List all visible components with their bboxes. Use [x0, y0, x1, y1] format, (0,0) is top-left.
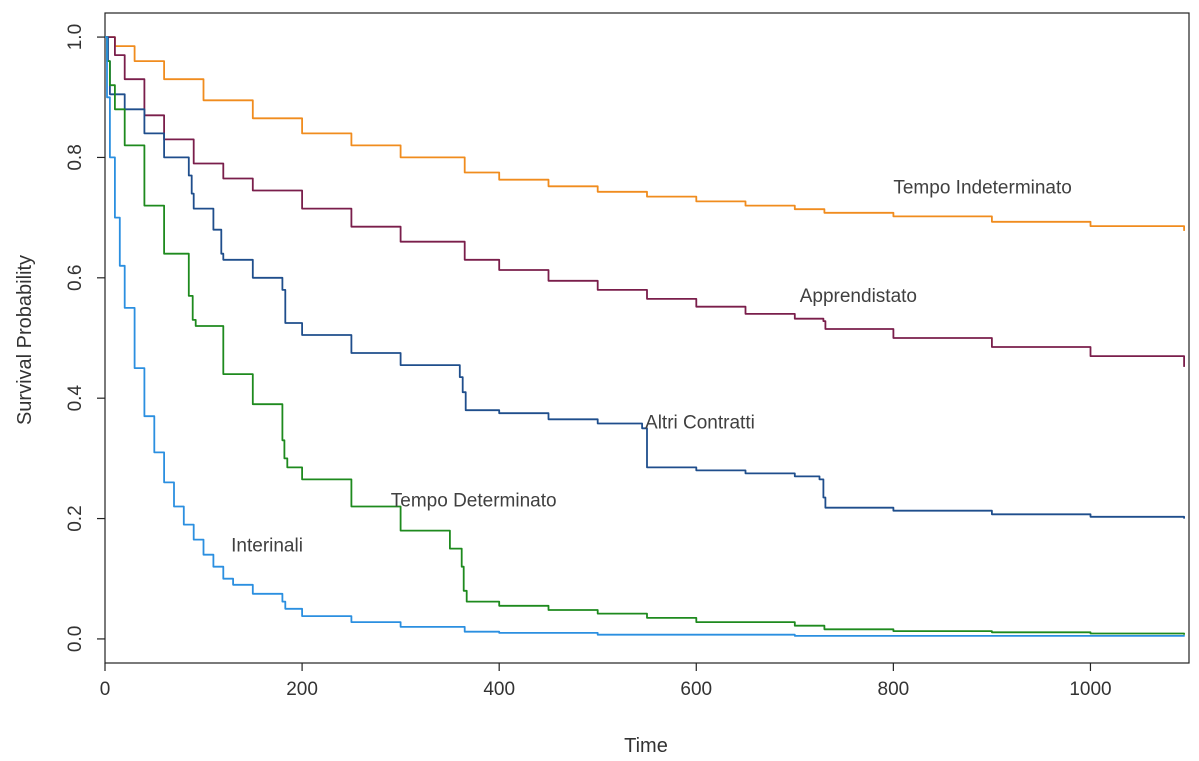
x-tick-label: 400 [483, 679, 515, 700]
y-tick-label: 0.8 [65, 144, 86, 170]
series-label-apprendistato: Apprendistato [800, 286, 917, 307]
y-axis: 0.0 0.2 0.4 0.6 0.8 1.0 [65, 24, 105, 652]
series-label-tempo-indeterminato: Tempo Indeterminato [893, 178, 1072, 199]
survival-curve-tempo-determinato [105, 36, 1185, 635]
series-label-altri-contratti: Altri Contratti [645, 412, 755, 433]
plot-frame [104, 12, 1190, 664]
x-axis: 0 200 400 600 800 1000 [100, 663, 1112, 700]
x-tick-label: 600 [680, 679, 712, 700]
x-tick-label: 200 [286, 679, 318, 700]
survival-curve-interinali [105, 36, 1185, 637]
survival-curve-tempo-indeterminato [105, 36, 1185, 231]
curves-group [105, 36, 1185, 637]
y-tick-label: 0.2 [65, 505, 86, 531]
x-tick-label: 1000 [1069, 679, 1111, 700]
y-axis-title: Survival Probability [14, 255, 36, 425]
y-tick-label: 0.0 [65, 626, 86, 652]
survival-curve-altri-contratti [105, 36, 1185, 519]
y-tick-label: 0.4 [65, 385, 86, 412]
x-tick-label: 800 [878, 679, 910, 700]
series-label-interinali: Interinali [231, 536, 303, 557]
series-labels-group: Tempo Indeterminato Apprendistato Altri Co… [231, 178, 1072, 557]
series-label-tempo-determinato: Tempo Determinato [391, 491, 557, 512]
survival-curve-apprendistato [105, 36, 1185, 367]
y-tick-label: 1.0 [65, 24, 86, 50]
x-axis-title: Time [624, 735, 668, 757]
x-tick-label: 0 [100, 679, 111, 700]
y-tick-label: 0.6 [65, 265, 86, 291]
